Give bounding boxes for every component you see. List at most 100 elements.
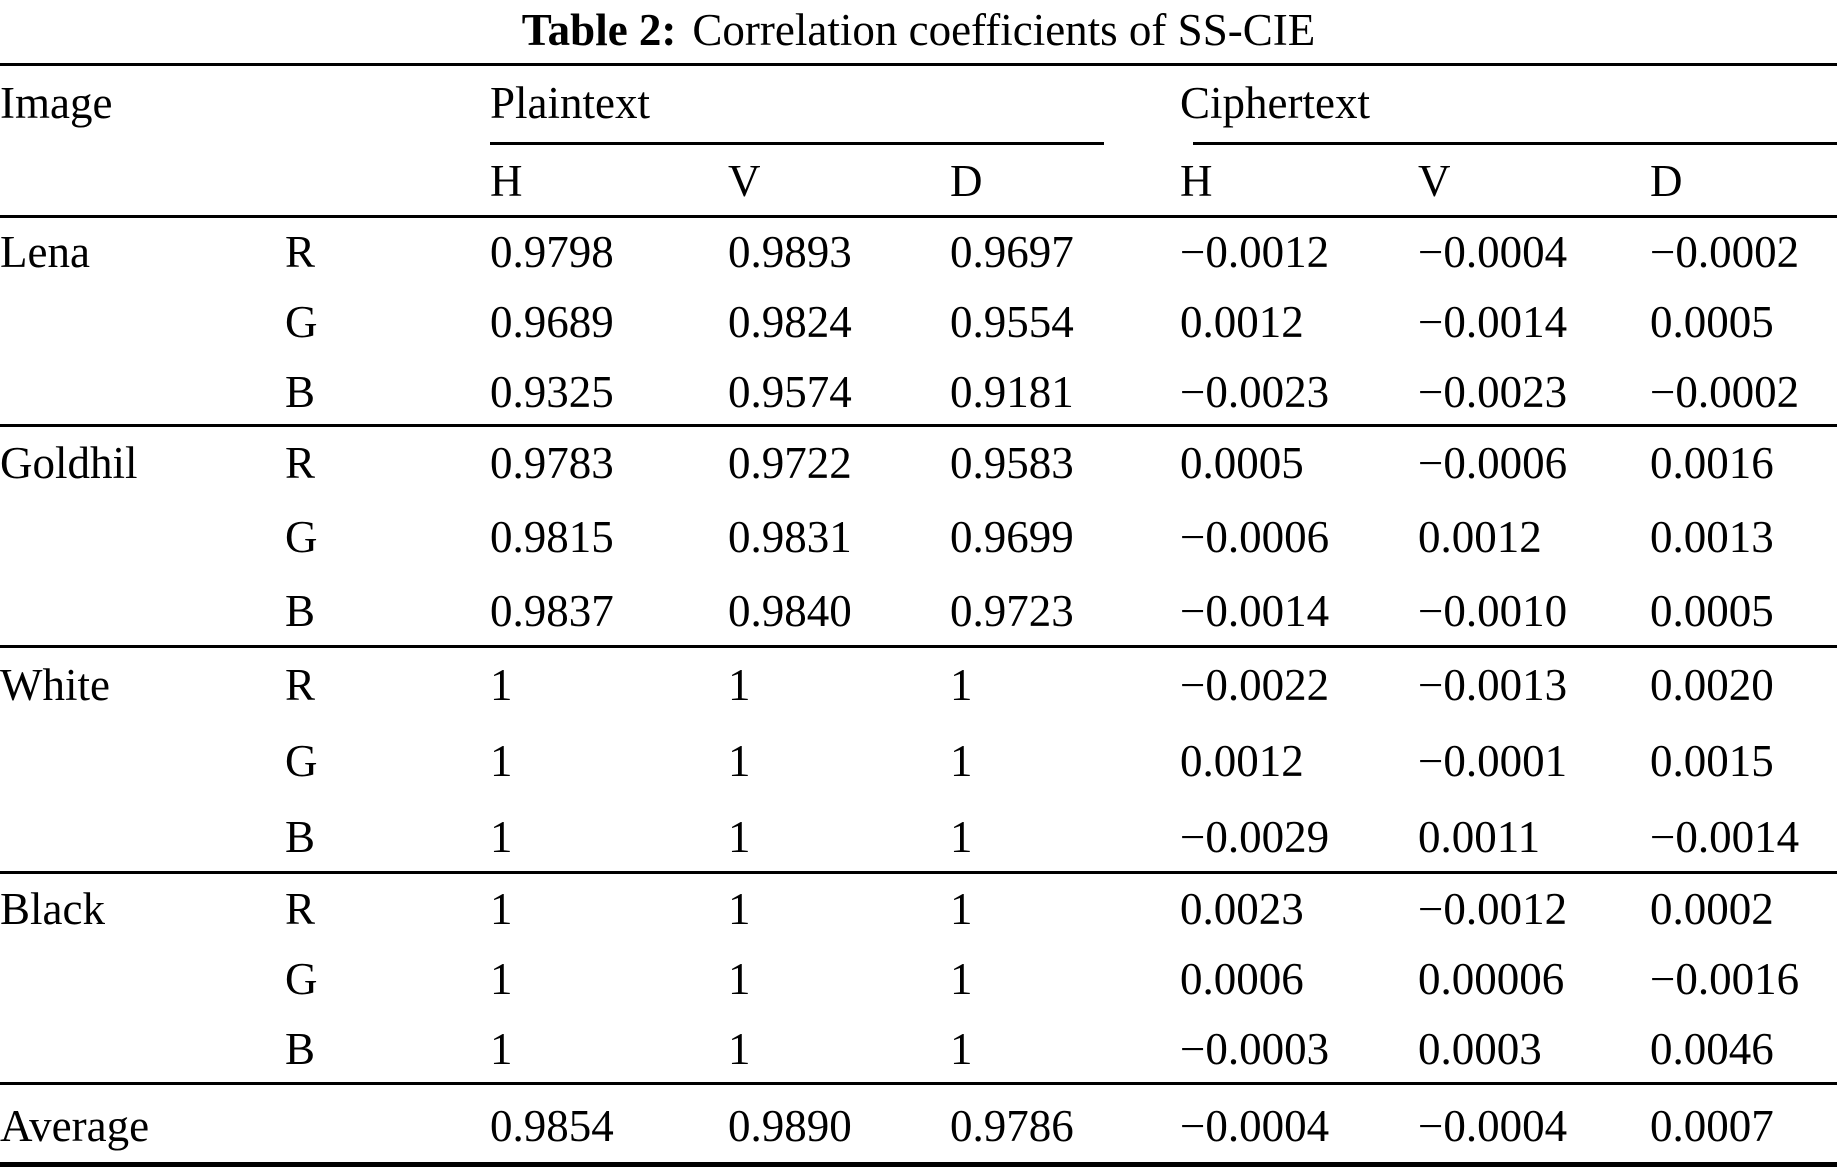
value-cell: −0.0023 <box>1418 366 1568 417</box>
column-group-plaintext: Plaintext <box>490 78 650 128</box>
channel-label: R <box>285 227 316 277</box>
value-cell: 0.0006 <box>1180 954 1304 1004</box>
value-cell: 0.9325 <box>490 366 614 417</box>
rule-plaintext-underline <box>490 142 1104 145</box>
value-cell: 0.9181 <box>950 366 1074 417</box>
column-header-ciphertext-v: V <box>1418 155 1451 206</box>
value-cell: −0.0010 <box>1418 585 1568 636</box>
channel-label: B <box>285 585 316 636</box>
channel-label: B <box>285 1024 316 1074</box>
channel-label: B <box>285 366 316 417</box>
value-cell: 0.0007 <box>1650 1101 1774 1151</box>
value-cell: 0.9824 <box>728 297 852 347</box>
value-cell: 1 <box>950 660 973 710</box>
value-cell: −0.0001 <box>1418 736 1568 786</box>
table-row-average: Average 0.9854 0.9890 0.9786 −0.0004 −0.… <box>0 1084 1837 1168</box>
value-cell: 1 <box>950 1024 973 1074</box>
value-cell: −0.0029 <box>1180 811 1330 862</box>
value-cell: −0.0012 <box>1418 884 1568 934</box>
image-label: Lena <box>0 227 90 277</box>
value-cell: 0.0012 <box>1418 512 1542 562</box>
value-cell: 0.9697 <box>950 227 1074 277</box>
value-cell: 0.9786 <box>950 1101 1074 1151</box>
value-cell: 1 <box>490 884 513 934</box>
subheader-spacer-cell <box>285 144 490 217</box>
value-cell: −0.0004 <box>1418 227 1568 277</box>
subheader-spacer-cell <box>0 144 285 217</box>
value-cell: 0.9840 <box>728 585 852 636</box>
column-group-ciphertext: Ciphertext <box>1180 78 1370 128</box>
channel-label: G <box>285 512 318 562</box>
value-cell: 1 <box>950 736 973 786</box>
value-cell: 0.0020 <box>1650 660 1774 710</box>
header-spacer-cell <box>285 62 490 144</box>
rule-after-goldhil <box>0 645 1837 648</box>
value-cell: −0.0016 <box>1650 954 1800 1004</box>
value-cell: 0.0015 <box>1650 736 1774 786</box>
value-cell: 1 <box>490 736 513 786</box>
table-row: B 1 1 1 −0.0029 0.0011 −0.0014 <box>0 799 1837 874</box>
image-label: Black <box>0 884 105 934</box>
value-cell: 0.9854 <box>490 1101 614 1151</box>
value-cell: 0.9893 <box>728 227 852 277</box>
channel-label <box>285 1084 490 1168</box>
value-cell: −0.0002 <box>1650 227 1800 277</box>
rule-top <box>0 63 1837 66</box>
channel-label: R <box>285 438 316 488</box>
value-cell: 0.9723 <box>950 585 1074 636</box>
value-cell: 0.9722 <box>728 438 852 488</box>
correlation-table: Image Plaintext Ciphertext H V D H V D L… <box>0 62 1837 1168</box>
table-row: G 0.9689 0.9824 0.9554 0.0012 −0.0014 0.… <box>0 287 1837 357</box>
column-header-ciphertext-d: D <box>1650 155 1683 206</box>
value-cell: 1 <box>490 1024 513 1074</box>
channel-label: G <box>285 954 318 1004</box>
value-cell: 0.0016 <box>1650 438 1774 488</box>
value-cell: 1 <box>490 811 513 862</box>
image-label <box>0 357 285 426</box>
value-cell: 0.9574 <box>728 366 852 417</box>
value-cell: 0.0012 <box>1180 736 1304 786</box>
table-row: G 1 1 1 0.0006 0.00006 −0.0016 <box>0 944 1837 1014</box>
channel-label: R <box>285 660 316 710</box>
table-row: G 1 1 1 0.0012 −0.0001 0.0015 <box>0 723 1837 799</box>
value-cell: 1 <box>490 954 513 1004</box>
rule-ciphertext-underline <box>1193 142 1837 145</box>
value-cell: 1 <box>950 954 973 1004</box>
value-cell: 1 <box>728 736 751 786</box>
rule-after-lena <box>0 424 1837 427</box>
value-cell: 1 <box>490 660 513 710</box>
value-cell: 1 <box>728 884 751 934</box>
value-cell: 0.9783 <box>490 438 614 488</box>
value-cell: 1 <box>728 1024 751 1074</box>
value-cell: 0.9583 <box>950 438 1074 488</box>
channel-label: G <box>285 736 318 786</box>
value-cell: 1 <box>728 660 751 710</box>
value-cell: 0.0005 <box>1650 297 1774 347</box>
column-header-image: Image <box>0 78 113 128</box>
value-cell: 1 <box>728 811 751 862</box>
table-row-group-header: Image Plaintext Ciphertext <box>0 62 1837 144</box>
channel-label: R <box>285 884 316 934</box>
value-cell: 0.0012 <box>1180 297 1304 347</box>
value-cell: −0.0004 <box>1180 1101 1330 1151</box>
image-label: White <box>0 660 110 710</box>
image-label <box>0 574 285 647</box>
value-cell: 0.0013 <box>1650 512 1774 562</box>
channel-label: B <box>285 811 316 862</box>
table-row: White R 1 1 1 −0.0022 −0.0013 0.0020 <box>0 647 1837 723</box>
value-cell: 0.0023 <box>1180 884 1304 934</box>
value-cell: 0.9831 <box>728 512 852 562</box>
value-cell: 0.9554 <box>950 297 1074 347</box>
value-cell: 1 <box>950 884 973 934</box>
table-row: B 0.9325 0.9574 0.9181 −0.0023 −0.0023 −… <box>0 357 1837 426</box>
table-row: B 0.9837 0.9840 0.9723 −0.0014 −0.0010 0… <box>0 574 1837 647</box>
value-cell: 0.0011 <box>1418 811 1541 862</box>
table-row-subheader: H V D H V D <box>0 144 1837 217</box>
value-cell: −0.0006 <box>1418 438 1568 488</box>
table-caption-number: Table 2: <box>521 5 677 55</box>
value-cell: 0.9890 <box>728 1101 852 1151</box>
value-cell: 0.00006 <box>1418 954 1565 1004</box>
rule-after-white <box>0 871 1837 874</box>
value-cell: −0.0006 <box>1180 512 1330 562</box>
